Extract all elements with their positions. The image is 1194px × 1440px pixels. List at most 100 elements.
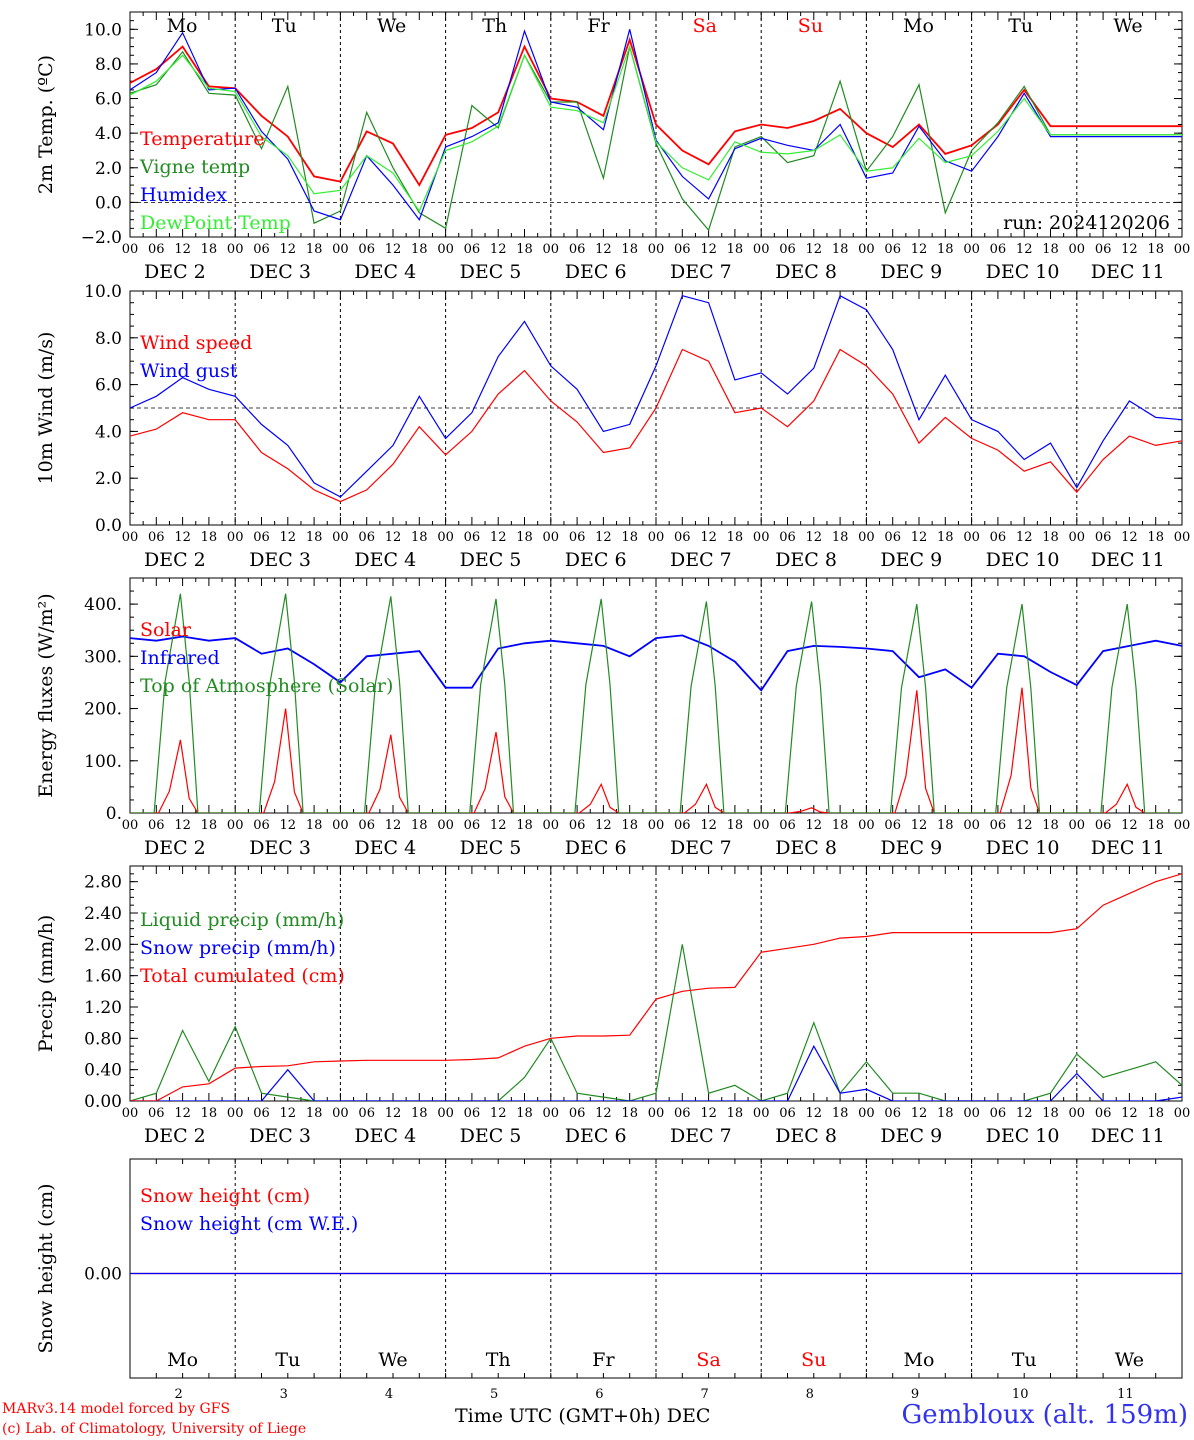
hour-tick-label: 18 (1042, 242, 1059, 257)
day-name-label: Tu (275, 1349, 300, 1371)
hour-tick-label: 00 (648, 1106, 665, 1121)
y-axis-label: Snow height (cm) (35, 1183, 57, 1353)
y-tick-label: 10.0 (84, 20, 122, 40)
hour-tick-label: 18 (1042, 818, 1059, 833)
date-label: DEC 11 (1091, 1125, 1165, 1147)
legend-entry: Snow precip (mm/h) (140, 937, 336, 959)
date-label: DEC 2 (144, 1125, 206, 1147)
y-axis-label: 10m Wind (m/s) (35, 332, 57, 485)
date-label: DEC 9 (880, 1125, 942, 1147)
hour-tick-label: 06 (148, 530, 165, 545)
hour-tick-label: 06 (779, 1106, 796, 1121)
hour-tick-label: 12 (806, 530, 823, 545)
legend-entry: Total cumulated (cm) (140, 965, 345, 987)
hour-tick-label: 18 (306, 530, 323, 545)
x-axis-title: Time UTC (GMT+0h) DEC (455, 1405, 711, 1427)
hour-tick-label: 06 (569, 818, 586, 833)
hour-tick-label: 00 (122, 530, 139, 545)
hour-tick-label: 18 (201, 1106, 218, 1121)
hour-tick-label: 00 (122, 242, 139, 257)
y-axis-label: 2m Temp. (ºC) (35, 55, 57, 194)
hour-tick-label: 06 (464, 530, 481, 545)
hour-tick-label: 06 (1095, 530, 1112, 545)
hour-tick-label: 00 (1174, 530, 1191, 545)
date-number-label: 11 (1117, 1387, 1134, 1402)
hour-tick-label: 00 (1069, 530, 1086, 545)
hour-tick-label: 06 (253, 1106, 270, 1121)
hour-tick-label: 18 (727, 818, 744, 833)
series-line-solar (130, 687, 1182, 813)
hour-tick-label: 00 (543, 242, 560, 257)
y-tick-label: 2.0 (95, 159, 122, 179)
hour-tick-label: 18 (516, 1106, 533, 1121)
hour-tick-label: 12 (280, 530, 297, 545)
hour-tick-label: 06 (779, 818, 796, 833)
hour-tick-label: 18 (1042, 1106, 1059, 1121)
day-name-label: We (1115, 1349, 1144, 1371)
hour-tick-label: 00 (753, 1106, 770, 1121)
hour-tick-label: 18 (1042, 530, 1059, 545)
date-label: DEC 6 (565, 261, 627, 283)
y-tick-label: 0.00 (84, 1092, 122, 1112)
date-label: DEC 7 (670, 837, 732, 859)
hour-tick-label: 18 (832, 1106, 849, 1121)
station-name: Gembloux (alt. 159m) (901, 1400, 1188, 1430)
y-tick-label: 0.00 (84, 1265, 122, 1285)
date-label: DEC 6 (565, 1125, 627, 1147)
hour-tick-label: 12 (1016, 530, 1033, 545)
panel-1: −2.0 0.0 2.0 4.0 6.0 8.0 10.0 2m Temp. (ºC) Mo Tu… (35, 11, 1190, 283)
hour-tick-label: 12 (806, 1106, 823, 1121)
run-label: run: 2024120206 (1003, 212, 1170, 234)
day-name-label: We (377, 15, 406, 37)
hour-tick-label: 00 (1069, 1106, 1086, 1121)
hour-tick-label: 00 (1069, 242, 1086, 257)
hour-tick-label: 12 (1121, 818, 1138, 833)
day-name-label: Fr (592, 1349, 615, 1371)
hour-tick-label: 18 (516, 818, 533, 833)
hour-tick-label: 18 (306, 242, 323, 257)
hour-tick-label: 12 (1016, 242, 1033, 257)
date-number-label: 9 (911, 1387, 919, 1402)
y-tick-label: 4.0 (95, 124, 122, 144)
legend-entry: Wind speed (140, 332, 252, 354)
hour-tick-label: 00 (648, 530, 665, 545)
hour-tick-label: 00 (437, 818, 454, 833)
hour-tick-label: 18 (306, 1106, 323, 1121)
hour-tick-label: 18 (727, 242, 744, 257)
hour-tick-label: 00 (858, 818, 875, 833)
hour-tick-label: 00 (858, 242, 875, 257)
hour-tick-label: 18 (937, 1106, 954, 1121)
day-name-label: Mo (903, 15, 934, 37)
legend-entry: Humidex (140, 184, 227, 206)
hour-tick-label: 00 (963, 530, 980, 545)
hour-tick-label: 18 (411, 818, 428, 833)
series-line-wind-gust (130, 294, 1182, 498)
date-label: DEC 11 (1091, 837, 1165, 859)
hour-tick-label: 12 (911, 818, 928, 833)
hour-tick-label: 00 (543, 1106, 560, 1121)
series-line-temperature (130, 36, 1182, 187)
hour-tick-label: 00 (1174, 1106, 1191, 1121)
hour-tick-label: 06 (990, 242, 1007, 257)
hour-tick-label: 00 (227, 818, 244, 833)
legend-entry: Liquid precip (mm/h) (140, 909, 344, 931)
date-label: DEC 3 (249, 549, 311, 571)
hour-tick-label: 18 (1147, 242, 1164, 257)
date-number-label: 4 (385, 1387, 393, 1402)
hour-tick-label: 00 (753, 530, 770, 545)
y-tick-label: 0.80 (84, 1029, 122, 1049)
date-label: DEC 2 (144, 549, 206, 571)
hour-tick-label: 12 (174, 1106, 191, 1121)
y-tick-label: −2.0 (81, 228, 122, 248)
hour-tick-label: 18 (621, 1106, 638, 1121)
hour-tick-label: 06 (1095, 818, 1112, 833)
hour-tick-label: 00 (753, 242, 770, 257)
hour-tick-label: 00 (437, 1106, 454, 1121)
hour-tick-label: 06 (148, 1106, 165, 1121)
legend-entry: Snow height (cm W.E.) (140, 1213, 358, 1235)
day-name-label: Mo (904, 1349, 935, 1371)
hour-tick-label: 00 (858, 1106, 875, 1121)
hour-tick-label: 06 (884, 818, 901, 833)
day-name-label: Sa (693, 15, 717, 37)
panel-5: 0.00 Snow height (cm) Mo 2 Tu 3 We 4 Th 5 Fr 6 Sa 7 Su… (35, 1158, 1183, 1402)
